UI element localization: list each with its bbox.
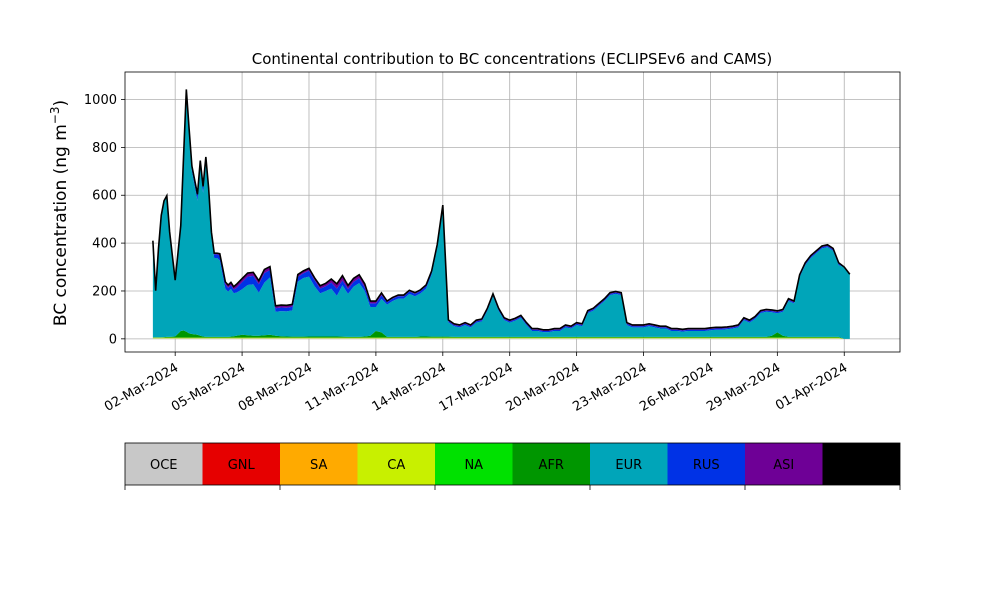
stacked-areas xyxy=(152,89,850,339)
x-tick-label: 01-Apr-2024 xyxy=(773,360,850,413)
area-ca xyxy=(152,337,850,339)
legend-swatch-ca xyxy=(357,443,435,485)
x-tick-label: 14-Mar-2024 xyxy=(370,360,449,414)
x-tick-label: 11-Mar-2024 xyxy=(303,360,382,414)
legend-swatch-aus xyxy=(822,443,900,485)
legend-label-gnl: GNL xyxy=(228,458,256,473)
legend-label-afr: AFR xyxy=(539,458,564,473)
x-tick-label: 29-Mar-2024 xyxy=(704,360,783,414)
legend-swatch-eur xyxy=(590,443,668,485)
legend-swatch-oce xyxy=(125,443,203,485)
legend-label-oce: OCE xyxy=(150,458,178,473)
legend-frame xyxy=(124,442,901,486)
y-tick-label: 200 xyxy=(92,284,117,299)
legend-swatch-gnl xyxy=(202,443,280,485)
total-concentration-line xyxy=(152,89,851,331)
legend: OCE GNL SA CA NA AFR EUR RUS ASI AUS xyxy=(124,442,901,490)
x-tick-label: 20-Mar-2024 xyxy=(503,360,582,414)
legend-swatch-afr xyxy=(512,443,590,485)
x-tick-label: 05-Mar-2024 xyxy=(169,360,248,414)
x-tick-label: 08-Mar-2024 xyxy=(236,360,315,414)
legend-label-aus: AUS xyxy=(848,458,875,473)
area-eur xyxy=(152,92,850,339)
y-axis-label: BC concentration (ng m−3) xyxy=(48,100,71,326)
legend-label-asi: ASI xyxy=(773,458,794,473)
y-tick-label: 800 xyxy=(92,141,117,156)
plot-frame xyxy=(124,71,901,353)
x-tick-label: 26-Mar-2024 xyxy=(637,360,716,414)
legend-label-sa: SA xyxy=(310,458,327,473)
legend-label-ca: CA xyxy=(387,458,405,473)
y-tick-label: 1000 xyxy=(84,93,117,108)
x-tick-label: 02-Mar-2024 xyxy=(102,360,181,414)
legend-label-eur: EUR xyxy=(615,458,642,473)
x-tick-label: 17-Mar-2024 xyxy=(437,360,516,414)
legend-swatch-asi xyxy=(745,443,823,485)
y-tick-label: 400 xyxy=(92,237,117,252)
y-tick-label: 0 xyxy=(109,332,117,347)
total-line xyxy=(152,89,851,331)
legend-label-rus: RUS xyxy=(693,458,720,473)
grid xyxy=(125,72,900,352)
legend-label-na: NA xyxy=(464,458,483,473)
legend-swatch-sa xyxy=(280,443,358,485)
legend-swatch-na xyxy=(435,443,513,485)
y-tick-label: 600 xyxy=(92,189,117,204)
area-afr xyxy=(152,330,850,339)
legend-swatch-rus xyxy=(667,443,745,485)
chart-title: Continental contribution to BC concentra… xyxy=(252,50,773,68)
x-tick-label: 23-Mar-2024 xyxy=(570,360,649,414)
